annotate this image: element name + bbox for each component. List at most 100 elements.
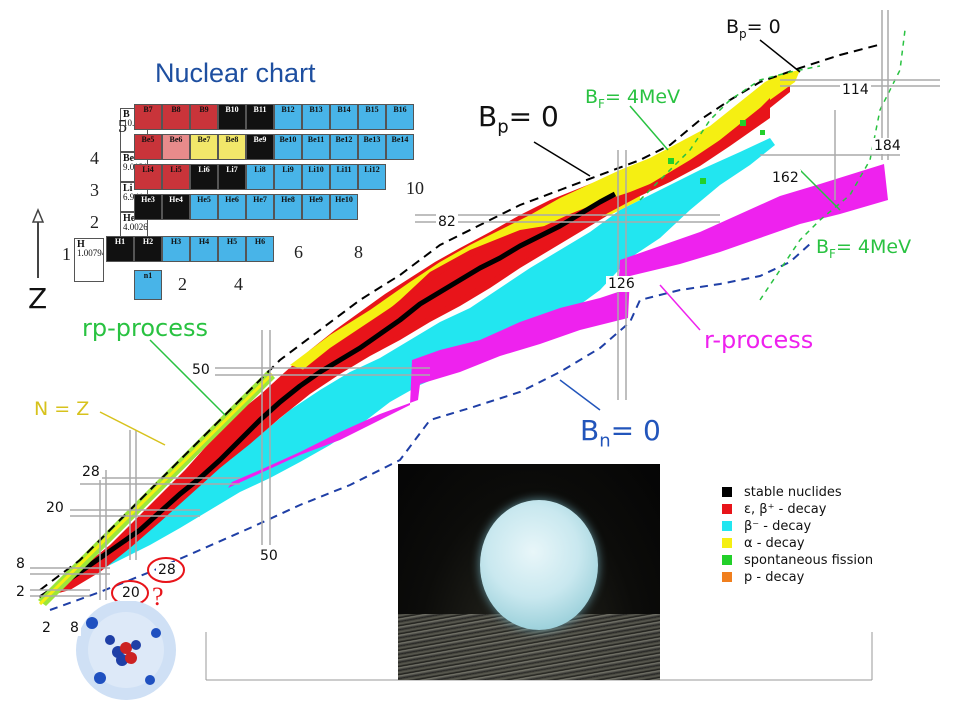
element-box-h: H 1.00794 <box>74 238 104 282</box>
nuclide-cell: He9 <box>302 194 330 220</box>
magic-number-114: 114 <box>840 82 871 98</box>
legend-swatch-beta-minus <box>722 520 732 531</box>
nuclide-cell: H6 <box>246 236 274 262</box>
nuclide-cell: Be11 <box>302 134 330 160</box>
table-n-label: 6 <box>294 242 303 262</box>
table-n-label: 10 <box>406 178 424 198</box>
neutron-cell: n1 <box>134 270 162 300</box>
table-z-label: 5 <box>118 116 127 136</box>
table-z-label: 2 <box>90 212 99 232</box>
nuclide-cell: Be7 <box>190 134 218 160</box>
question-mark: ? <box>152 582 164 611</box>
nuclide-cell: B14 <box>330 104 358 130</box>
n-eq-z-label: N = Z <box>34 398 90 420</box>
nuclide-cell: He7 <box>246 194 274 220</box>
table-z-label: 3 <box>90 180 99 200</box>
magic-number-2-z: 2 <box>14 584 27 600</box>
table-z-label: 1 <box>62 244 71 264</box>
nuclide-cell: Li4 <box>134 164 162 190</box>
nuclide-cell: B7 <box>134 104 162 130</box>
proton-drip-line <box>39 43 883 591</box>
nuclide-cell: B12 <box>274 104 302 130</box>
magic-number-8-n: 8 <box>68 620 81 636</box>
nuclide-cell: He10 <box>330 194 358 220</box>
table-n-label: 4 <box>234 274 243 294</box>
chart-title: Nuclear chart <box>155 58 316 88</box>
table-n-label: 2 <box>178 274 187 294</box>
nuclide-cell: Li12 <box>358 164 386 190</box>
magic-number-184: 184 <box>872 138 903 154</box>
magic-number-8-z: 8 <box>14 556 27 572</box>
legend-item-stable: stable nuclides <box>722 484 842 501</box>
r-process-path <box>228 164 888 488</box>
nuclide-cell: Li11 <box>330 164 358 190</box>
magic-number-20-z: 20 <box>44 500 66 516</box>
legend-swatch-beta-plus <box>722 503 732 514</box>
nuclide-cell: Be8 <box>218 134 246 160</box>
nuclide-cell: Be12 <box>330 134 358 160</box>
bf-top-label: BF= 4MeV <box>585 86 681 111</box>
nuclide-cell: Li6 <box>190 164 218 190</box>
nuclide-cell: Li9 <box>274 164 302 190</box>
nuclide-cell: Be10 <box>274 134 302 160</box>
nuclide-cell: B11 <box>246 104 274 130</box>
magic-number-20-n: 20 <box>120 585 142 601</box>
nuclide-cell: H4 <box>190 236 218 262</box>
nuclide-cell: Be9 <box>246 134 274 160</box>
magic-number-50-n: 50 <box>258 548 280 564</box>
r-process-label: r-process <box>704 326 814 354</box>
nuclide-cell: B16 <box>386 104 414 130</box>
neutron-drip-line <box>49 243 811 611</box>
star-photo <box>398 464 660 680</box>
legend-swatch-alpha <box>722 537 732 548</box>
legend-item-fission: spontaneous fission <box>722 552 873 569</box>
magic-number-126: 126 <box>606 276 637 292</box>
nuclide-cell: B10 <box>218 104 246 130</box>
nuclide-cell: H2 <box>134 236 162 262</box>
magic-number-28-z: 28 <box>80 464 102 480</box>
magic-number-162: 162 <box>770 170 801 186</box>
nuclide-cell: Li10 <box>302 164 330 190</box>
legend-item-beta-plus: ε, β⁺ - decay <box>722 501 826 518</box>
table-z-label: 4 <box>90 148 99 168</box>
nuclide-cell: Li7 <box>218 164 246 190</box>
nuclide-cell: He5 <box>190 194 218 220</box>
z-axis-label: Z <box>28 282 48 315</box>
nuclide-cell: H3 <box>162 236 190 262</box>
bp-zero-label: Bp= 0 <box>478 100 559 138</box>
legend-swatch-fission <box>722 554 732 565</box>
nuclide-cell: Li8 <box>246 164 274 190</box>
bn-zero-label: Bn= 0 <box>580 414 661 452</box>
inset-nuclide-table: B10.811 Be9.012182 Li6.941 He4.002602 H1… <box>62 104 424 304</box>
nuclide-cell: B13 <box>302 104 330 130</box>
nuclide-cell: Be13 <box>358 134 386 160</box>
nuclide-cell: He4 <box>162 194 190 220</box>
magic-number-28-n: 28 <box>156 562 178 578</box>
magic-number-82: 82 <box>436 214 458 230</box>
legend-swatch-p-decay <box>722 571 732 582</box>
nuclide-cell: B8 <box>162 104 190 130</box>
rp-process-label: rp-process <box>82 314 208 342</box>
nuclide-cell: Li5 <box>162 164 190 190</box>
nuclide-cell: Be6 <box>162 134 190 160</box>
legend-swatch-stable <box>722 486 732 497</box>
nuclide-cell: Be5 <box>134 134 162 160</box>
legend-item-p-decay: p - decay <box>722 569 804 586</box>
glowing-sphere <box>480 500 598 630</box>
nuclide-cell: He3 <box>134 194 162 220</box>
legend-item-beta-minus: β⁻ - decay <box>722 518 811 535</box>
nuclide-cell: B15 <box>358 104 386 130</box>
nuclide-cell: He6 <box>218 194 246 220</box>
bf-right-label: BF= 4MeV <box>816 236 912 261</box>
nuclide-cell: H1 <box>106 236 134 262</box>
bp-zero-top-label: Bp= 0 <box>726 16 781 41</box>
legend: stable nuclides ε, β⁺ - decay β⁻ - decay… <box>722 484 922 594</box>
nucleus <box>105 635 141 666</box>
nuclide-cell: Be14 <box>386 134 414 160</box>
table-n-label: 8 <box>354 242 363 262</box>
nuclide-cell: He8 <box>274 194 302 220</box>
magic-number-2-n: 2 <box>40 620 53 636</box>
nuclide-cell: B9 <box>190 104 218 130</box>
alpha-region <box>290 70 800 372</box>
